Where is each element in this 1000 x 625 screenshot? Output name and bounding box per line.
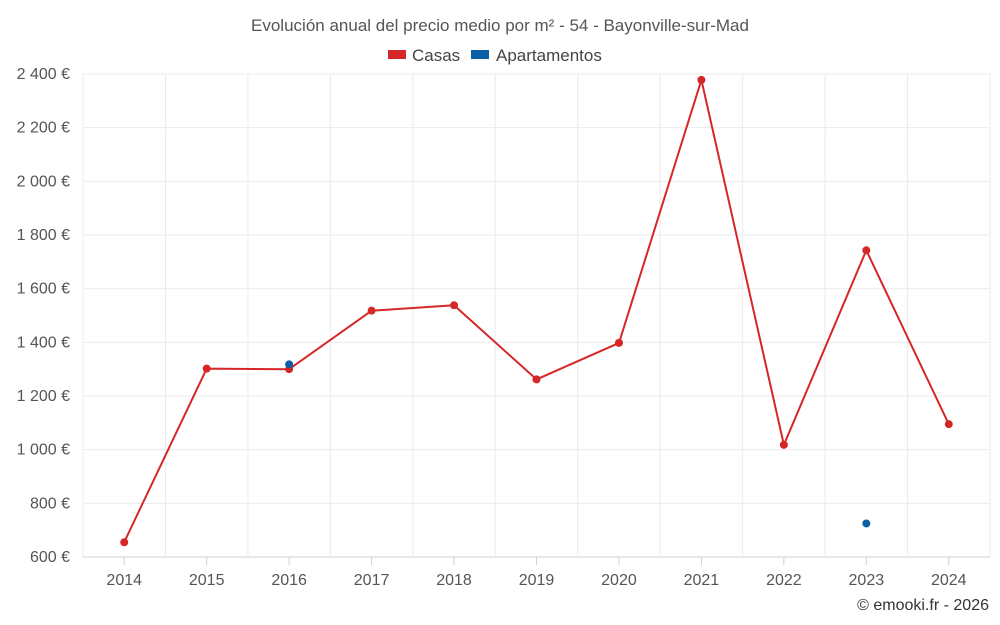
x-tick-label: 2024 [931, 572, 967, 589]
y-tick-label: 1 600 € [17, 281, 70, 298]
x-tick-label: 2017 [354, 572, 390, 589]
data-point-casas[interactable] [202, 364, 211, 373]
credit-text: © emooki.fr - 2026 [857, 597, 989, 614]
x-tick-label: 2014 [106, 572, 142, 589]
data-point-casas[interactable] [862, 246, 871, 255]
y-tick-label: 1 400 € [17, 334, 70, 351]
y-tick-label: 1 200 € [17, 388, 70, 405]
x-tick-label: 2021 [684, 572, 720, 589]
gridlines [82, 73, 991, 558]
x-tick-label: 2023 [849, 572, 885, 589]
legend-swatch-apartamentos [471, 50, 489, 59]
data-point-casas[interactable] [944, 420, 953, 429]
data-point-casas[interactable] [779, 440, 788, 449]
data-point-casas[interactable] [120, 538, 129, 547]
y-tick-label: 1 800 € [17, 227, 70, 244]
chart-title: Evolución anual del precio medio por m² … [251, 16, 749, 35]
legend-item-casas[interactable]: Casas [388, 46, 460, 65]
x-tick-label: 2022 [766, 572, 802, 589]
legend: Casas Apartamentos [388, 46, 602, 65]
legend-label-apartamentos: Apartamentos [496, 46, 602, 65]
data-point-casas[interactable] [697, 75, 706, 84]
legend-swatch-casas [388, 50, 406, 59]
data-point-casas[interactable] [450, 301, 459, 310]
y-tick-label: 1 000 € [17, 442, 70, 459]
series [120, 75, 953, 547]
data-point-casas[interactable] [367, 306, 376, 315]
data-point-casas[interactable] [614, 338, 623, 347]
y-tick-label: 800 € [30, 495, 70, 512]
x-tick-label: 2020 [601, 572, 637, 589]
y-tick-label: 2 400 € [17, 66, 70, 83]
x-tick-label: 2019 [519, 572, 555, 589]
data-point-apartamentos[interactable] [285, 360, 294, 369]
axes: 600 € 800 € 1 000 € 1 200 € 1 400 € 1 600 € 1 … [17, 66, 967, 589]
x-tick-label: 2018 [436, 572, 472, 589]
x-tick-label: 2015 [189, 572, 225, 589]
y-tick-label: 2 200 € [17, 120, 70, 137]
legend-label-casas: Casas [412, 46, 460, 65]
x-tick-label: 2016 [271, 572, 307, 589]
y-tick-label: 2 000 € [17, 173, 70, 190]
legend-item-apartamentos[interactable]: Apartamentos [471, 46, 602, 65]
data-point-casas[interactable] [532, 375, 541, 384]
data-point-apartamentos[interactable] [862, 519, 871, 528]
y-tick-label: 600 € [30, 549, 70, 566]
